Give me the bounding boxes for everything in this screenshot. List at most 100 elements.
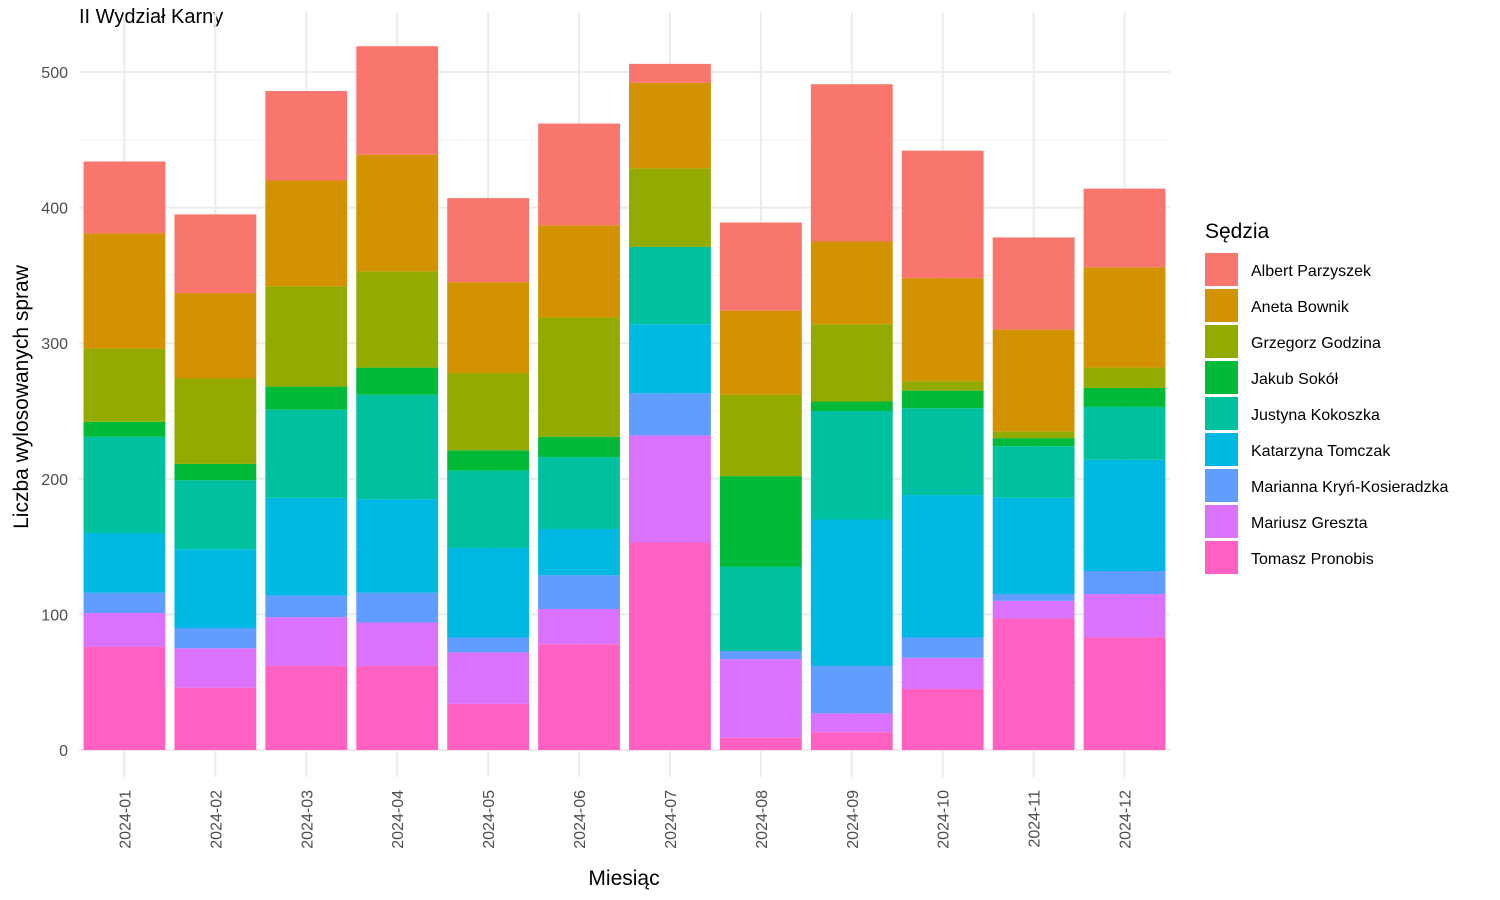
bar-segment <box>265 617 348 666</box>
bar-segment <box>810 713 893 733</box>
bar-segment <box>1083 188 1166 268</box>
x-tick-label: 2024-12 <box>1118 790 1135 849</box>
bar-segment <box>538 457 620 529</box>
bar-segment <box>719 737 802 750</box>
bar-segment <box>356 394 439 500</box>
bar-segment <box>810 84 893 242</box>
bar-segment <box>629 82 711 169</box>
bar-segment <box>356 154 439 272</box>
bar-segment <box>265 409 348 498</box>
bar-segment <box>356 592 439 623</box>
bar-segment <box>356 499 439 593</box>
bar-segment <box>992 497 1075 595</box>
bar-segment <box>1083 367 1166 388</box>
bar-segment <box>810 411 893 520</box>
bar-segment <box>538 608 620 645</box>
bar-segment <box>901 688 984 750</box>
y-tick-label: 0 <box>59 743 68 760</box>
bar-segment <box>174 480 257 550</box>
bar-segment <box>447 198 530 283</box>
bar-segment <box>538 528 620 576</box>
legend-title: Sędzia <box>1205 220 1270 243</box>
y-axis-title: Liczba wylosowanych spraw <box>10 264 33 529</box>
bar-segment <box>719 476 802 567</box>
x-tick-label: 2024-01 <box>117 790 134 849</box>
bar-segment <box>810 241 893 325</box>
bar-segment <box>83 613 166 647</box>
bar-segment <box>356 622 439 666</box>
bar-segment <box>265 386 348 410</box>
bar-segment <box>992 431 1075 439</box>
bar-segment <box>901 278 984 382</box>
bar-segment <box>629 393 711 436</box>
bar-segment <box>810 519 893 666</box>
x-axis-title: Miesiąc <box>588 867 659 890</box>
bar-segment <box>174 463 257 481</box>
bar-segment <box>629 324 711 394</box>
x-axis-ticks: 2024-01 2024-02 2024-03 2024-04 2024-05 2024-… <box>117 790 1134 849</box>
bar-segment <box>992 618 1075 750</box>
legend: Sędzia Albert Parzyszek Aneta Bownik Grzeg… <box>1205 220 1449 574</box>
x-tick-label: 2024-10 <box>936 790 953 849</box>
bar-segment <box>1083 459 1166 572</box>
bar-segment <box>447 637 530 653</box>
x-tick-label: 2024-06 <box>572 790 589 849</box>
bar-segment <box>1083 637 1166 750</box>
legend-swatch <box>1205 325 1238 358</box>
x-tick-label: 2024-07 <box>663 790 680 849</box>
bar-segment <box>174 378 257 464</box>
bar-segment <box>901 381 984 391</box>
bar-segment <box>83 436 166 534</box>
legend-label: Katarzyna Tomczak <box>1251 443 1391 460</box>
bar-segment <box>174 293 257 379</box>
bar-segment <box>356 367 439 395</box>
legend-swatch <box>1205 289 1238 322</box>
legend-swatch <box>1205 541 1238 574</box>
bar-segment <box>992 438 1075 447</box>
x-tick-label: 2024-08 <box>754 790 771 849</box>
bar-segment <box>719 310 802 395</box>
bar-segment <box>265 286 348 387</box>
bar-segment <box>356 271 439 368</box>
bar-segment <box>356 46 439 155</box>
bar-segment <box>447 450 530 471</box>
bar-segment <box>992 594 1075 601</box>
bar-segment <box>992 446 1075 498</box>
bar-segment <box>719 394 802 477</box>
bar-segment <box>810 732 893 750</box>
bar-segment <box>719 566 802 652</box>
bar-segment <box>901 150 984 279</box>
legend-label: Marianna Kryń-Kosieradzka <box>1251 479 1449 496</box>
bar-segment <box>83 646 166 750</box>
bar-segment <box>265 665 348 750</box>
legend-label: Justyna Kokoszka <box>1251 407 1380 424</box>
bar-segment <box>629 168 711 247</box>
bar-segment <box>447 703 530 750</box>
bar-segment <box>1083 406 1166 460</box>
bar-segment <box>901 637 984 658</box>
bar-segment <box>719 222 802 311</box>
legend-label: Aneta Bownik <box>1251 299 1350 316</box>
y-tick-label: 100 <box>41 607 68 624</box>
legend-label: Tomasz Pronobis <box>1251 551 1374 568</box>
bar-segment <box>1083 387 1166 407</box>
legend-label: Mariusz Greszta <box>1251 515 1368 532</box>
legend-swatch <box>1205 505 1238 538</box>
bars-group <box>83 46 1166 750</box>
bar-segment <box>447 282 530 374</box>
bar-segment <box>1083 594 1166 638</box>
legend-swatch <box>1205 433 1238 466</box>
x-tick-label: 2024-11 <box>1027 790 1044 848</box>
bar-segment <box>265 180 348 287</box>
bar-segment <box>629 246 711 325</box>
bar-segment <box>83 533 166 593</box>
chart-title: II Wydział Karny <box>79 6 224 28</box>
legend-swatch <box>1205 361 1238 394</box>
bar-segment <box>901 390 984 409</box>
bar-segment <box>719 659 802 738</box>
bar-segment <box>901 495 984 638</box>
bar-segment <box>992 600 1075 619</box>
y-tick-label: 200 <box>41 472 68 489</box>
y-tick-label: 500 <box>41 65 68 82</box>
